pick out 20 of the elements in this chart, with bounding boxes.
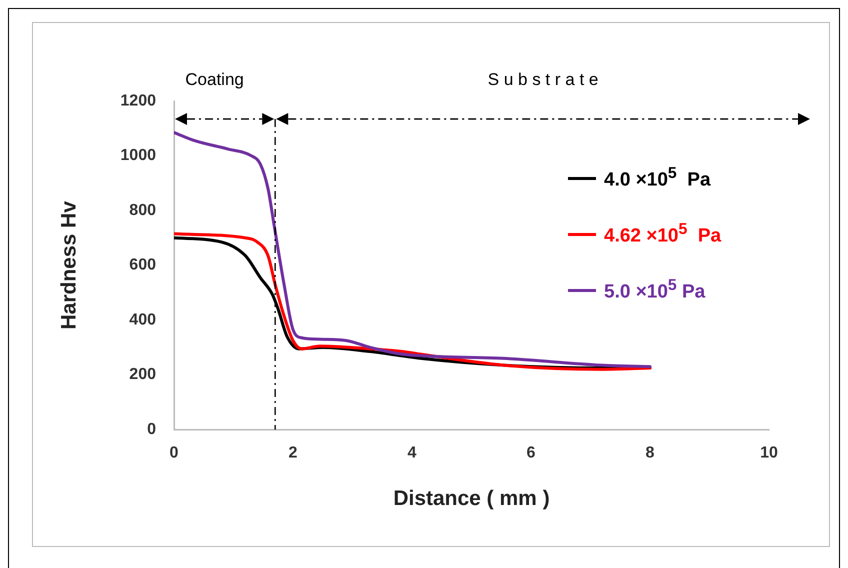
y-tick-label: 1000 — [120, 147, 156, 164]
y-tick-label: 800 — [129, 202, 156, 219]
y-axis-title: Hardness Hv — [57, 200, 80, 330]
y-tick-label: 200 — [129, 366, 156, 384]
x-tick-label: 8 — [646, 444, 655, 462]
y-tick-label: 0 — [147, 421, 156, 438]
legend-label: 4.0 ×10$^{5}$ Pa — [604, 164, 711, 192]
x-tick-label: 10 — [760, 444, 778, 462]
x-axis-title: Distance ( mm ) — [393, 487, 550, 510]
legend-label: 5.0 ×10$^{5}$ Pa — [604, 276, 706, 304]
x-tick-label: 2 — [288, 444, 298, 462]
x-tick-label: 0 — [170, 444, 179, 462]
text: S u b s t r a t e — [488, 70, 598, 89]
y-tick-label: 400 — [129, 311, 156, 328]
legend-label: 4.62 ×10$^{5}$ Pa — [604, 220, 722, 248]
text: Coating — [185, 70, 244, 89]
x-tick-label: 6 — [526, 444, 536, 462]
y-tick-label: 1200 — [120, 92, 156, 110]
x-tick-label: 4 — [408, 444, 417, 462]
y-tick-label: 600 — [129, 256, 156, 274]
